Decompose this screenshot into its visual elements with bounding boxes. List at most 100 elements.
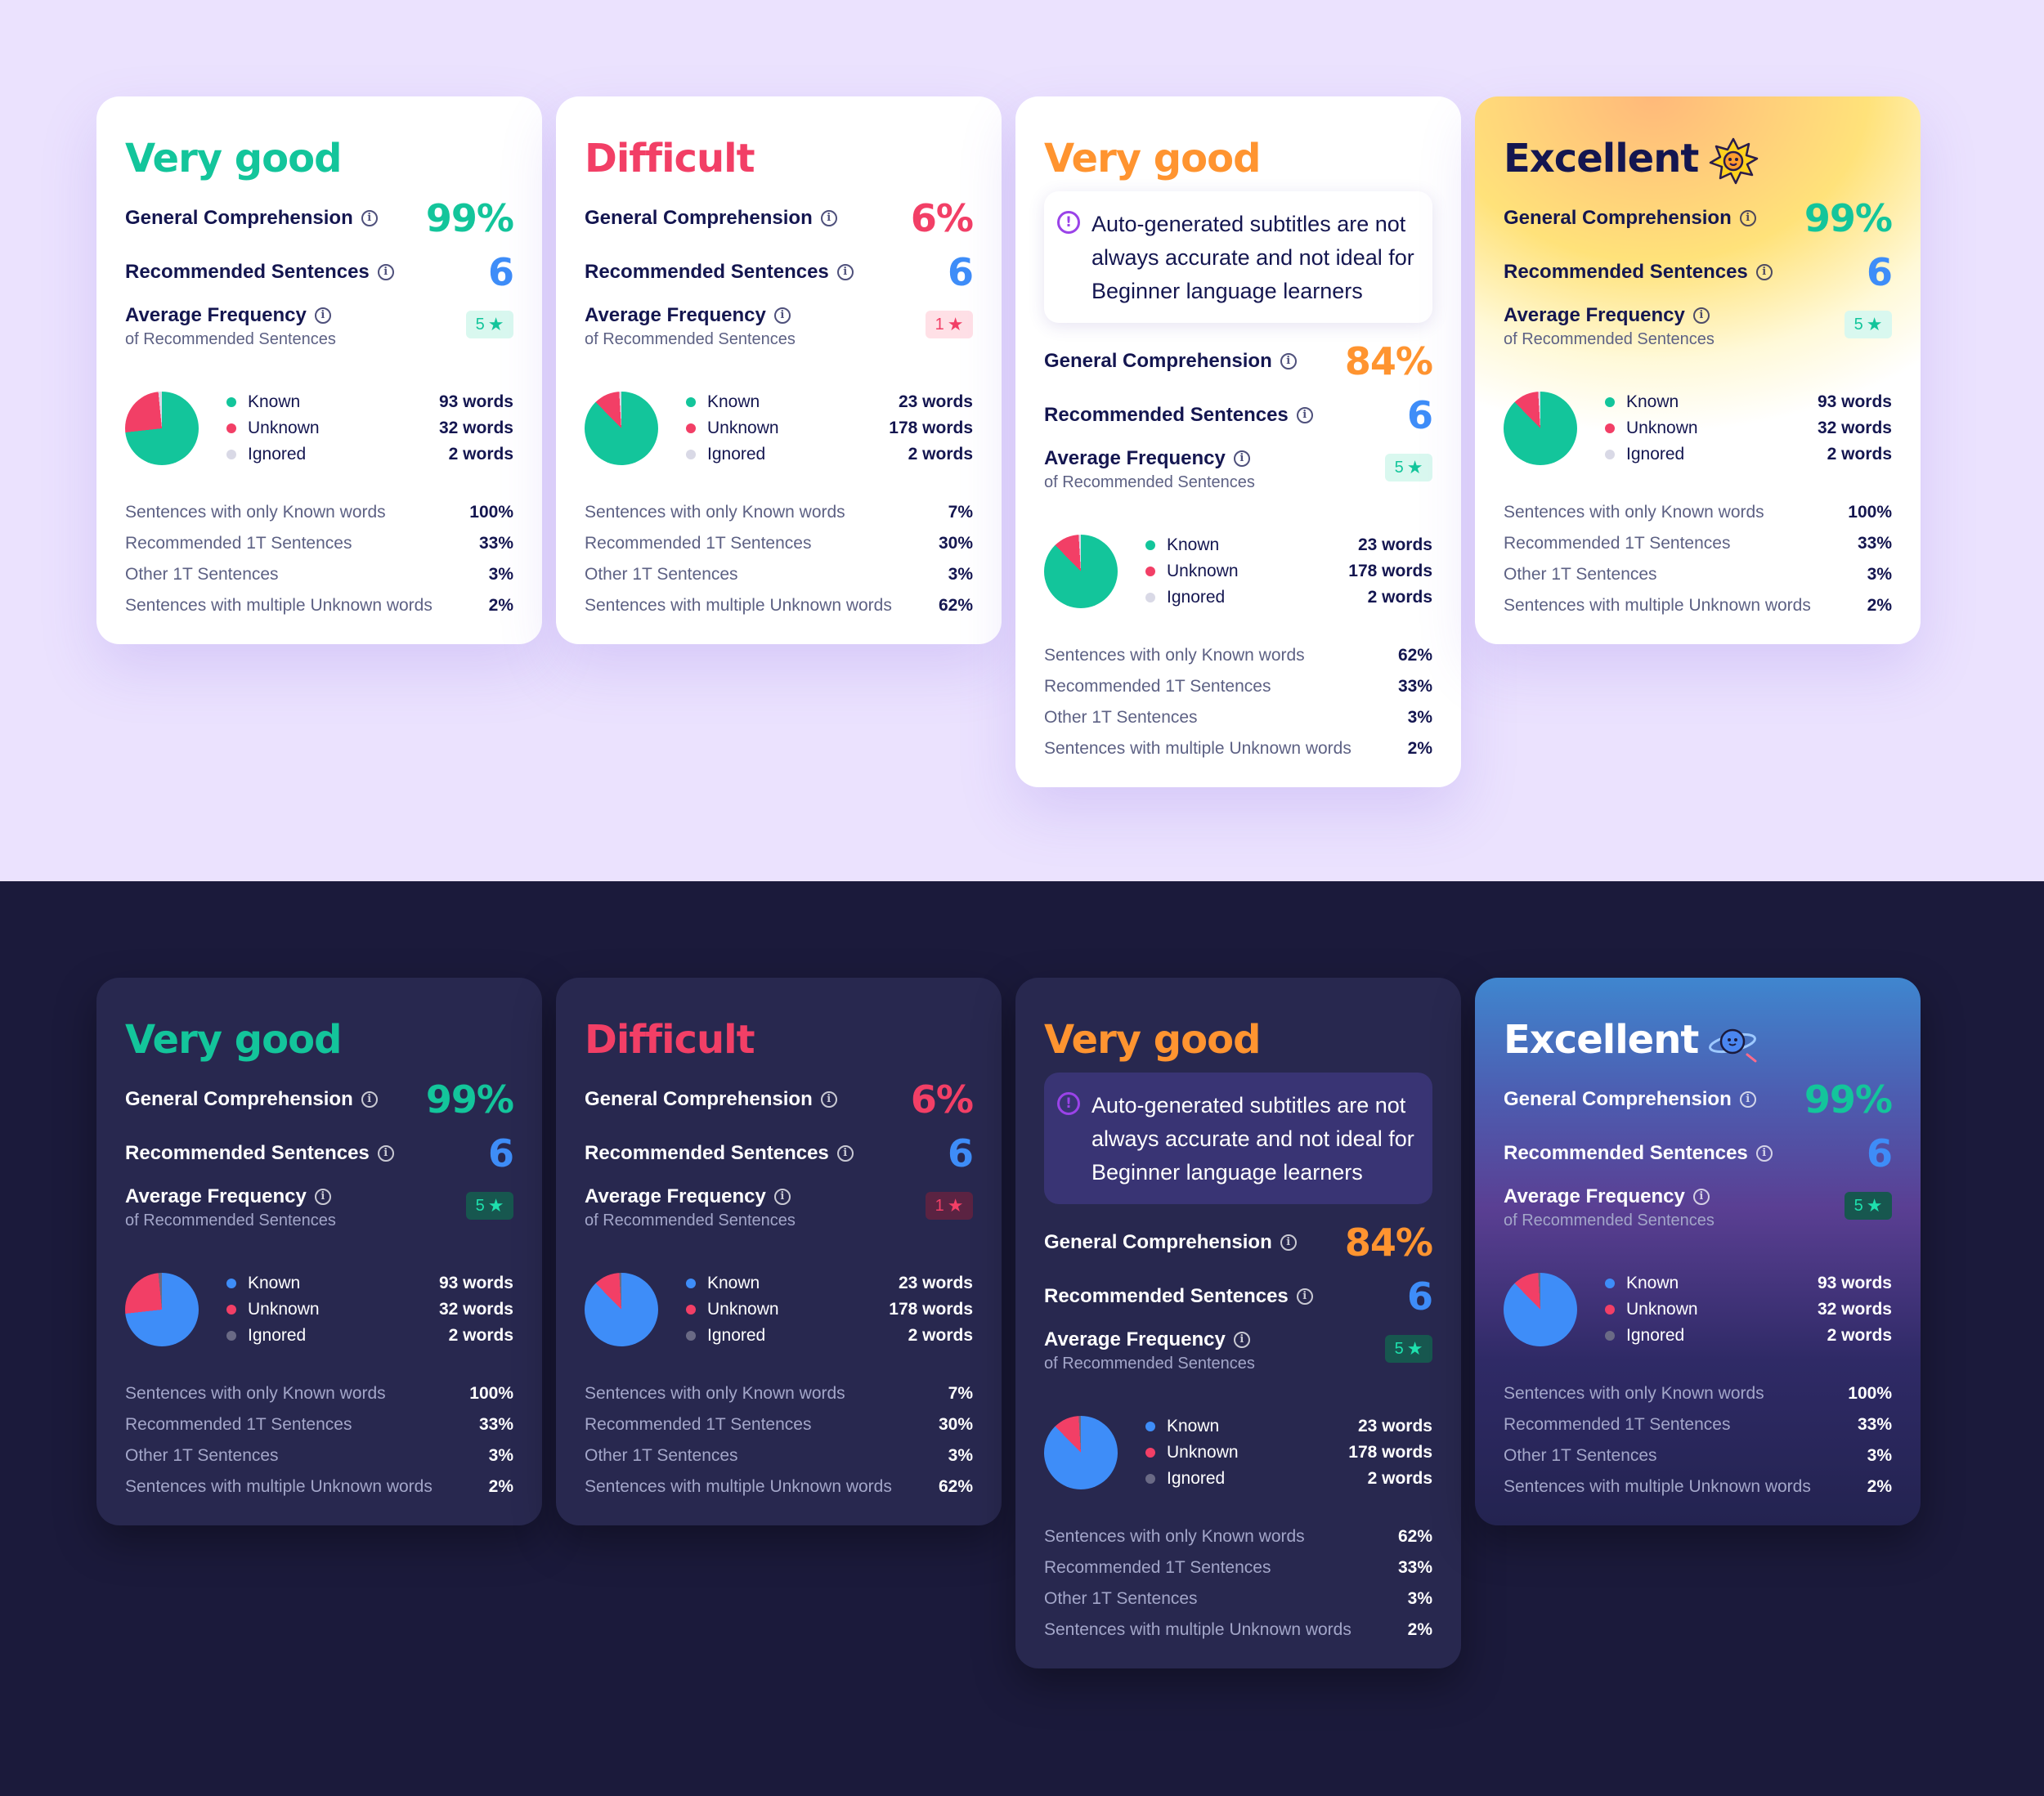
info-icon[interactable]: i — [1280, 1234, 1297, 1251]
legend-item-ignored: Ignored 2 words — [686, 441, 973, 468]
stat-row: Sentences with multiple Unknown words 2% — [1504, 590, 1892, 621]
recommended-value: 6 — [1866, 1131, 1893, 1176]
card-title-text: Very good — [125, 136, 342, 181]
info-icon[interactable]: i — [1692, 1189, 1710, 1205]
legend-value: 2 words — [1827, 1326, 1892, 1345]
info-icon[interactable]: i — [1755, 1145, 1773, 1162]
legend-label: Unknown — [707, 1300, 779, 1319]
stat-value: 3% — [488, 1446, 513, 1465]
recommended-value: 6 — [487, 250, 514, 294]
word-pie-chart — [1504, 1273, 1577, 1346]
stat-row: Sentences with only Known words 7% — [585, 1378, 973, 1409]
stat-label: Sentences with multiple Unknown words — [125, 596, 433, 615]
info-icon[interactable]: i — [361, 210, 378, 226]
info-icon[interactable]: i — [1739, 210, 1756, 226]
card-title-text: Very good — [1044, 136, 1261, 181]
stat-value: 7% — [948, 503, 973, 522]
comprehension-value: 6% — [910, 1077, 974, 1122]
legend-value: 178 words — [889, 1300, 973, 1319]
comprehension-value: 99% — [1804, 1077, 1893, 1122]
info-icon[interactable]: i — [773, 1189, 791, 1205]
stat-label: Recommended 1T Sentences — [1504, 1415, 1731, 1434]
info-icon[interactable]: i — [361, 1091, 378, 1108]
stat-value: 3% — [1407, 708, 1432, 727]
legend-dot-icon — [1145, 1422, 1155, 1431]
info-icon[interactable]: i — [820, 1091, 837, 1108]
legend-dot-icon — [1605, 1305, 1615, 1315]
comprehension-value: 99% — [425, 1077, 514, 1122]
stat-value: 2% — [488, 1477, 513, 1496]
info-icon[interactable]: i — [820, 210, 837, 226]
legend-value: 2 words — [908, 1326, 973, 1345]
warning-text: Auto-generated subtitles are not always … — [1091, 212, 1414, 303]
info-icon[interactable]: i — [1280, 353, 1297, 370]
legend-label: Ignored — [707, 445, 766, 464]
legend-value: 2 words — [908, 445, 973, 464]
comprehension-card: Difficult General Comprehension i 6% Reco… — [556, 96, 1002, 644]
subtitle-warning: ! Auto-generated subtitles are not always… — [1044, 191, 1432, 323]
info-icon[interactable]: i — [1296, 407, 1313, 423]
info-icon[interactable]: i — [1233, 450, 1250, 467]
sentence-stats: Sentences with only Known words 100% Recom… — [1504, 1372, 1892, 1525]
info-icon[interactable]: i — [1739, 1091, 1756, 1108]
legend-label: Ignored — [1167, 588, 1226, 607]
stat-label: Sentences with multiple Unknown words — [585, 596, 892, 615]
comprehension-row: General Comprehension i 84% — [1044, 334, 1433, 388]
legend-value: 93 words — [1817, 392, 1892, 411]
stat-row: Other 1T Sentences 3% — [585, 1440, 973, 1471]
info-icon[interactable]: i — [1233, 1332, 1250, 1348]
frequency-sublabel: of Recommended Sentences — [585, 330, 796, 348]
legend-item-unknown: Unknown 32 words — [226, 415, 513, 441]
stat-value: 33% — [1397, 677, 1432, 696]
legend-value: 178 words — [1348, 1443, 1432, 1462]
comprehension-label: General Comprehension i — [1044, 350, 1297, 373]
legend-dot-icon — [1145, 1474, 1155, 1484]
info-icon[interactable]: i — [314, 1189, 331, 1205]
stat-row: Other 1T Sentences 3% — [585, 559, 973, 590]
sentence-stats: Sentences with only Known words 100% Recom… — [125, 1372, 513, 1525]
stat-row: Other 1T Sentences 3% — [125, 1440, 513, 1471]
legend-label: Known — [1626, 1274, 1679, 1292]
comprehension-label: General Comprehension i — [125, 207, 378, 230]
stat-row: Sentences with multiple Unknown words 2% — [1044, 733, 1432, 764]
card-title-text: Excellent — [1504, 136, 1699, 181]
stat-value: 62% — [1397, 1527, 1432, 1546]
frequency-value: 5 — [1853, 1196, 1863, 1215]
card-title: Very good — [1044, 126, 1432, 191]
info-icon[interactable]: i — [377, 1145, 394, 1162]
legend-dot-icon — [1605, 397, 1615, 407]
frequency-sublabel: of Recommended Sentences — [125, 330, 336, 348]
stat-value: 3% — [1867, 565, 1892, 584]
info-icon[interactable]: i — [836, 264, 854, 280]
legend-dot-icon — [1605, 423, 1615, 433]
frequency-label: Average Frequency i — [1044, 447, 1255, 470]
legend-label: Ignored — [248, 445, 307, 464]
info-icon[interactable]: i — [314, 307, 331, 324]
comprehension-label: General Comprehension i — [1504, 207, 1756, 230]
recommended-row: Recommended Sentences i 6 — [1504, 245, 1893, 299]
legend-value: 23 words — [898, 1274, 973, 1292]
info-icon[interactable]: i — [1755, 264, 1773, 280]
frequency-label: Average Frequency i — [1044, 1328, 1255, 1351]
word-breakdown: Known 23 words Unknown 178 words Ignored 2 wo… — [1044, 509, 1432, 634]
info-icon[interactable]: i — [1296, 1288, 1313, 1305]
stat-row: Sentences with multiple Unknown words 2% — [1504, 1471, 1892, 1503]
info-icon[interactable]: i — [836, 1145, 854, 1162]
recommended-row: Recommended Sentences i 6 — [1504, 1126, 1893, 1180]
recommended-row: Recommended Sentences i 6 — [585, 1126, 974, 1180]
stat-label: Other 1T Sentences — [125, 1446, 279, 1465]
stat-label: Other 1T Sentences — [1044, 1589, 1198, 1608]
word-breakdown: Known 23 words Unknown 178 words Ignored 2 wo… — [1044, 1391, 1432, 1515]
comprehension-card: Difficult General Comprehension i 6% Reco… — [556, 978, 1002, 1525]
stat-label: Sentences with only Known words — [125, 1384, 386, 1403]
info-icon[interactable]: i — [1692, 307, 1710, 324]
info-icon[interactable]: i — [773, 307, 791, 324]
stat-row: Recommended 1T Sentences 33% — [1504, 1409, 1892, 1440]
info-icon[interactable]: i — [377, 264, 394, 280]
legend-item-ignored: Ignored 2 words — [1145, 584, 1432, 611]
recommended-label: Recommended Sentences i — [125, 1142, 394, 1165]
word-pie-chart — [585, 1273, 658, 1346]
frequency-badge: 5 ★ — [1385, 1335, 1432, 1363]
legend-dot-icon — [1145, 1448, 1155, 1458]
stat-row: Other 1T Sentences 3% — [125, 559, 513, 590]
